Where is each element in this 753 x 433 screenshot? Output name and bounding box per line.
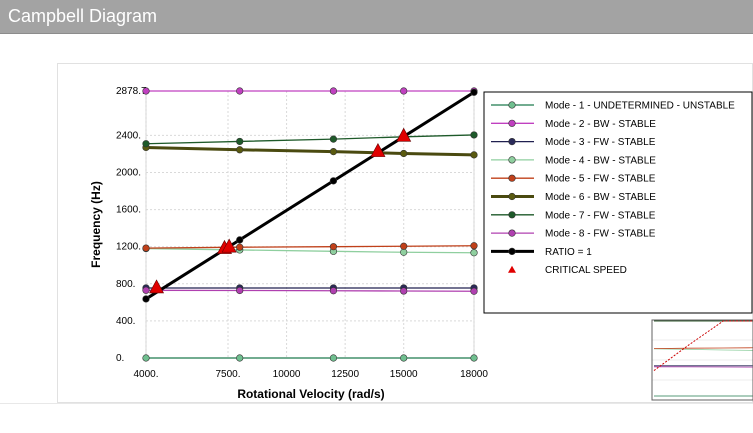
series-point-6 — [400, 149, 408, 158]
series-point-7 — [142, 140, 150, 148]
legend-swatch-marker — [508, 101, 516, 109]
legend-label: Mode - 4 - BW - STABLE — [545, 155, 656, 166]
series-point-2 — [236, 87, 244, 95]
series-point-6 — [470, 151, 478, 159]
y-tick-label: 2400. — [116, 130, 141, 141]
series-point-7 — [329, 135, 338, 143]
y-tick-label: 1600. — [116, 205, 141, 216]
minimap-series-5 — [653, 347, 753, 349]
legend-label: RATIO = 1 — [545, 247, 592, 258]
legend-label: Mode - 7 - FW - STABLE — [545, 210, 656, 221]
legend-box — [483, 91, 753, 314]
legend-label: Mode - 3 - FW - STABLE — [545, 137, 656, 148]
window-title: Campbell Diagram — [8, 6, 158, 26]
series-point-5 — [236, 243, 244, 251]
legend-critical-marker — [508, 265, 516, 273]
critical-speed-marker — [396, 127, 412, 142]
x-tick-label: 4000. — [133, 369, 158, 380]
legend-swatch-marker — [508, 174, 516, 182]
series-point-9 — [470, 88, 478, 96]
x-tick-label: 18000 — [460, 369, 488, 380]
series-point-9 — [236, 236, 244, 244]
series-point-4 — [400, 248, 408, 256]
y-axis-title: Frequency (Hz) — [89, 181, 103, 268]
series-point-5 — [329, 243, 338, 251]
series-point-2 — [329, 87, 338, 95]
y-tick-label: 1200. — [116, 242, 141, 253]
critical-speed-marker — [221, 238, 237, 253]
series-line-8 — [145, 289, 475, 292]
x-axis-title: Rotational Velocity (rad/s) — [237, 387, 384, 401]
y-tick-label: 800. — [116, 279, 135, 290]
legend-label: Mode - 6 - BW - STABLE — [545, 192, 656, 203]
series-point-1 — [142, 354, 150, 362]
series-line-9 — [145, 91, 475, 301]
series-point-9 — [329, 177, 338, 185]
bottom-divider — [0, 403, 753, 404]
series-point-4 — [470, 249, 478, 257]
minimap-series-9 — [653, 320, 753, 371]
title-bar: Campbell Diagram — [0, 0, 753, 34]
series-point-8 — [142, 286, 150, 294]
series-point-8 — [400, 287, 408, 295]
legend-swatch-marker — [508, 156, 516, 164]
y-tick-label: 400. — [116, 316, 135, 327]
series-point-2 — [142, 87, 150, 95]
series-line-4 — [145, 247, 475, 254]
minimap-border — [651, 319, 753, 401]
x-tick-label: 10000 — [273, 369, 301, 380]
series-point-1 — [236, 354, 244, 362]
x-tick-label: 7500. — [215, 369, 240, 380]
legend-swatch-marker — [508, 119, 516, 127]
critical-speed-marker — [149, 279, 165, 294]
series-point-1 — [329, 354, 338, 362]
critical-speed-layer — [149, 127, 412, 294]
legend-label: Mode - 8 - FW - STABLE — [545, 229, 656, 240]
x-tick-label: 15000 — [390, 369, 418, 380]
legend: Mode - 1 - UNDETERMINED - UNSTABLE Mode -… — [483, 91, 753, 314]
legend-swatch-marker — [508, 138, 516, 146]
series-point-1 — [400, 354, 408, 362]
overview-minimap — [651, 319, 753, 401]
series-point-1 — [470, 354, 478, 362]
y-tick-label: 0. — [116, 353, 124, 364]
legend-label: Mode - 1 - UNDETERMINED - UNSTABLE — [545, 101, 735, 112]
series-point-9 — [142, 295, 150, 303]
y-tick-label: 2878.7 — [116, 86, 147, 97]
legend-swatch-marker — [508, 229, 516, 237]
series-point-5 — [470, 242, 478, 250]
series-point-6 — [329, 148, 338, 156]
series-point-2 — [400, 87, 408, 95]
grid-layer — [145, 90, 475, 359]
plot-area — [145, 90, 475, 359]
series-point-8 — [236, 286, 244, 295]
legend-label: CRITICAL SPEED — [545, 265, 627, 276]
series-line-6 — [145, 145, 475, 157]
series-point-5 — [400, 242, 408, 250]
series-point-8 — [329, 287, 338, 295]
series-point-7 — [236, 137, 244, 146]
legend-swatch-marker — [508, 211, 516, 219]
series-point-7 — [470, 131, 478, 139]
legend-swatch-marker — [508, 247, 516, 255]
series-point-6 — [236, 146, 244, 154]
tick-layer: 0. 400. 800. 1200. 1600. 2000. 2400. 2878.7 4000… — [116, 86, 488, 380]
legend-swatch-marker — [508, 192, 516, 201]
y-tick-label: 2000. — [116, 167, 141, 178]
legend-label: Mode - 5 - FW - STABLE — [545, 174, 656, 185]
series-line-7 — [145, 134, 475, 145]
legend-label: Mode - 2 - BW - STABLE — [545, 119, 656, 130]
critical-speed-marker — [370, 142, 386, 157]
series-point-5 — [142, 244, 150, 252]
x-tick-label: 12500 — [331, 369, 359, 380]
series-layer — [142, 87, 478, 362]
series-point-8 — [470, 287, 478, 295]
minimap-series-4 — [653, 348, 753, 351]
